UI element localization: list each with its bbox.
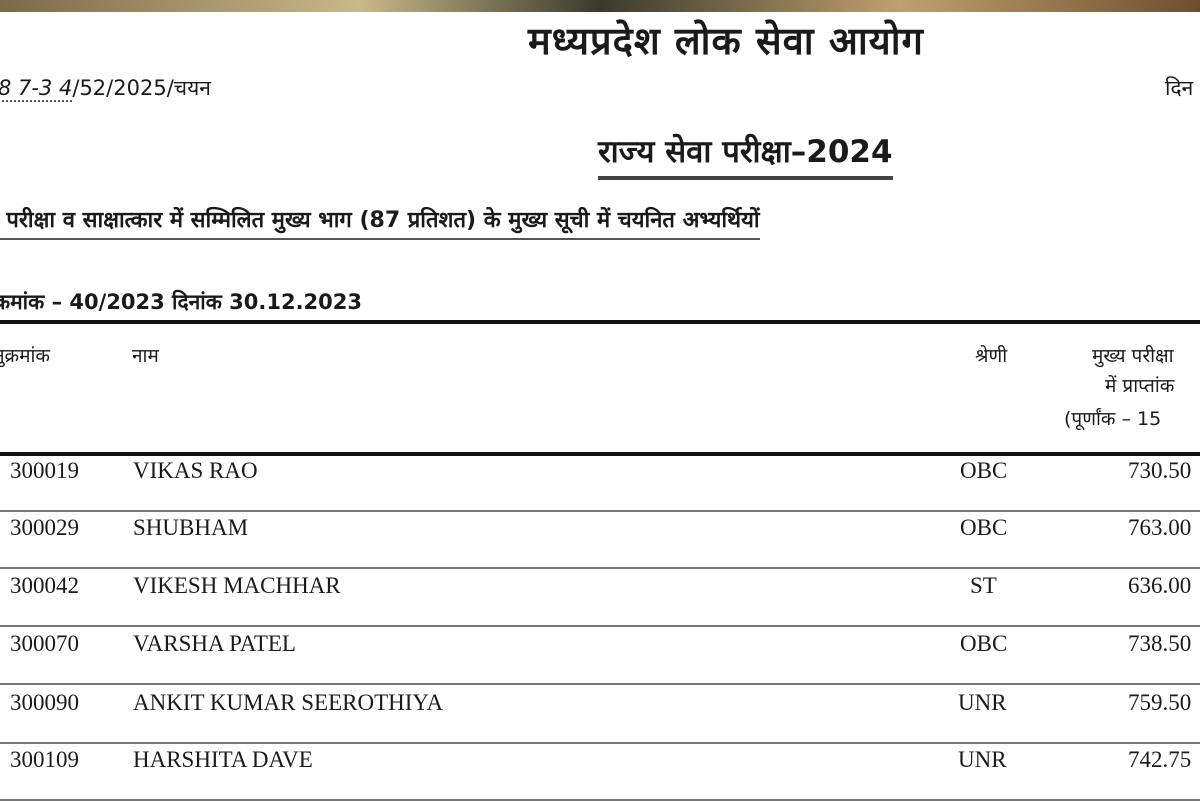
advertisement-number: कमांक – 40/2023 दिनांक 30.12.2023 [0, 290, 362, 314]
reference-number: 8 7-3 4/52/2025/चयन [0, 74, 211, 102]
row-separator [0, 742, 1200, 744]
category: ST [970, 573, 997, 598]
category: OBC [960, 458, 1008, 483]
marks: 738.50 [1128, 631, 1192, 656]
candidate-name: VIKAS RAO [133, 458, 258, 483]
candidate-name: VIKESH MACHHAR [133, 573, 341, 598]
roll-number: 300019 [10, 458, 79, 483]
candidate-name: HARSHITA DAVE [133, 747, 313, 772]
organization-title: मध्यप्रदेश लोक सेवा आयोग [528, 19, 924, 63]
marks: 742.75 [1128, 747, 1192, 772]
candidate-name: VARSHA PATEL [133, 631, 296, 656]
row-separator [0, 510, 1200, 512]
category: UNR [958, 747, 1007, 772]
col-header-marks-3: (पूर्णांक – 15 [1064, 408, 1162, 430]
table-header-rule [0, 452, 1200, 456]
exam-title: राज्य सेवा परीक्षा–2024 [598, 130, 893, 180]
reference-suffix: /52/2025/चयन [72, 76, 211, 100]
category: OBC [960, 631, 1008, 656]
marks: 730.50 [1128, 458, 1192, 483]
col-header-roll: नुक्रमांक [0, 345, 51, 367]
roll-number: 300042 [10, 573, 79, 598]
date-label: दिन [1165, 76, 1194, 100]
col-header-category: श्रेणी [975, 345, 1008, 367]
roll-number: 300029 [10, 515, 79, 540]
result-description: य परीक्षा व साक्षात्कार में सम्मिलित मुख… [0, 204, 760, 240]
marks: 636.00 [1128, 573, 1192, 598]
col-header-marks-2: में प्राप्तांक [1105, 375, 1175, 397]
candidate-name: SHUBHAM [133, 515, 249, 540]
roll-number: 300090 [10, 690, 79, 715]
table-top-rule [0, 320, 1200, 324]
marks: 759.50 [1128, 690, 1192, 715]
col-header-name: नाम [132, 345, 159, 367]
row-separator [0, 683, 1200, 685]
roll-number: 300070 [10, 631, 79, 656]
category: UNR [958, 690, 1007, 715]
row-separator [0, 625, 1200, 627]
category: OBC [960, 515, 1008, 540]
photo-edge-strip [0, 0, 1200, 12]
col-header-marks-1: मुख्य परीक्षा [1092, 345, 1174, 367]
candidate-name: ANKIT KUMAR SEEROTHIYA [133, 690, 444, 715]
marks: 763.00 [1128, 515, 1192, 540]
roll-number: 300109 [10, 747, 79, 772]
handwritten-number: 8 7-3 4 [0, 76, 73, 102]
row-separator [0, 567, 1200, 569]
